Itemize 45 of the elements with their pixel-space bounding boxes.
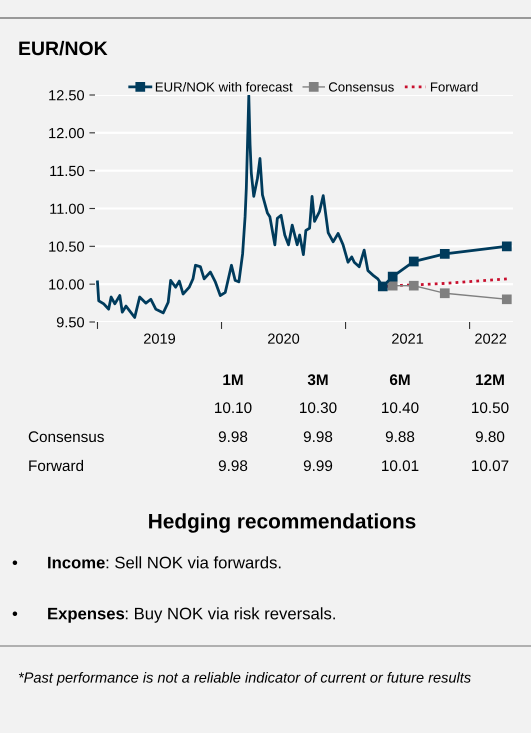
y-tick-label: 10.00	[49, 279, 84, 290]
point	[388, 280, 398, 291]
point	[502, 294, 512, 304]
text: 9.88	[386, 431, 414, 442]
x-tick-label: 2022	[475, 333, 506, 344]
text: 10.10	[215, 402, 252, 414]
y-tick-label: 11.50	[50, 166, 84, 176]
point	[408, 256, 419, 266]
text: 9.98	[218, 431, 248, 442]
text: 12M	[476, 374, 504, 385]
text: 10.01	[382, 460, 418, 472]
text: 1M	[223, 374, 243, 385]
text: *Past performance is not a reliable indicator of current or future results	[18, 672, 471, 686]
text: Consensus	[28, 431, 104, 442]
text: 6M	[390, 374, 410, 386]
text: 10.07	[472, 460, 508, 472]
y-tick-label: 12.00	[49, 128, 84, 138]
legend-label: Forward	[430, 82, 478, 92]
text: 3M	[308, 374, 328, 386]
text: 10.50	[472, 402, 509, 414]
text: 10.30	[300, 402, 337, 414]
chart-title: EUR/NOK	[19, 40, 108, 56]
text: 9.98	[218, 460, 248, 472]
text: Hedging recommendations	[149, 513, 416, 533]
text: 9.98	[304, 431, 332, 442]
x-tick-label: 2021	[392, 333, 424, 344]
point	[388, 272, 398, 282]
y-tick-label: 11.00	[50, 204, 84, 214]
x-tick-label: 2019	[144, 333, 176, 344]
y-tick-label: 9.50	[56, 317, 84, 328]
point	[440, 249, 450, 259]
legend-label: EUR/NOK with forecast	[156, 82, 293, 92]
point	[502, 241, 512, 252]
legend-label: Consensus	[328, 82, 394, 92]
x-tick-label: 2020	[268, 333, 300, 344]
text: 10.40	[382, 402, 419, 414]
point	[408, 280, 419, 291]
point	[440, 288, 450, 298]
text: • Expenses: Buy NOK via risk reversals.	[12, 607, 335, 623]
text: • Income: Sell NOK via forwards.	[12, 556, 281, 568]
y-tick-label: 12.50	[49, 90, 84, 100]
text: 9.80	[476, 431, 504, 442]
y-tick-label: 10.50	[49, 241, 84, 252]
text: Forward	[29, 460, 84, 472]
text: 9.99	[304, 460, 332, 472]
